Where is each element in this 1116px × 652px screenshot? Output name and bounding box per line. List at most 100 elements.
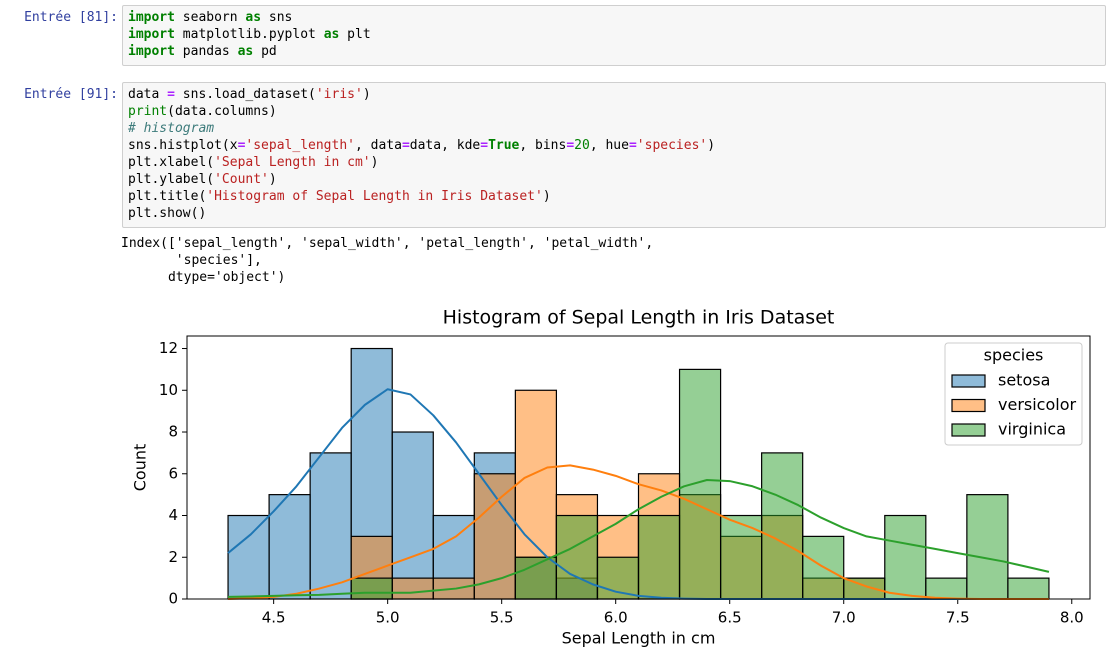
y-axis-label: Count — [131, 444, 150, 492]
code-token: = — [167, 87, 175, 102]
code-token: sns — [261, 10, 293, 25]
cell-prompt: Entrée [91]: — [24, 87, 118, 102]
y-tick-label: 6 — [168, 464, 178, 482]
histogram-bar — [309, 452, 352, 600]
code-token: , data — [354, 138, 402, 153]
y-tick-label: 8 — [168, 423, 178, 441]
kde-line — [227, 464, 1049, 600]
x-tick-label: 5.5 — [490, 609, 514, 627]
code-token: import — [128, 10, 175, 25]
histogram-bar — [555, 514, 599, 600]
code-line: sns.histplot(x='sepal_length', data=data… — [128, 137, 1100, 154]
code-token: 'Histogram of Sepal Length in Iris Datas… — [206, 189, 543, 204]
code-token: = — [628, 138, 637, 153]
code-token: ) — [268, 172, 277, 187]
code-token: pandas — [174, 44, 238, 59]
code-token: (data.columns) — [167, 104, 277, 119]
code-line: plt.xlabel('Sepal Length in cm') — [128, 154, 1100, 171]
code-token: True — [488, 138, 520, 153]
code-line: import matplotlib.pyplot as plt — [128, 26, 1100, 43]
x-tick-label: 8.0 — [1060, 609, 1084, 627]
histogram-bar — [1007, 577, 1050, 600]
histogram-bar — [925, 577, 968, 600]
legend-label: setosa — [998, 371, 1050, 390]
histogram-bar — [637, 514, 681, 600]
y-tick-label: 10 — [159, 381, 178, 399]
x-tick-label: 6.5 — [718, 609, 742, 627]
code-token: print — [128, 104, 168, 119]
code-cell: import seaborn as sns import matplotlib.p… — [122, 5, 1106, 66]
y-tick-label: 12 — [159, 339, 178, 357]
code-token: , hue — [589, 138, 629, 153]
legend-swatch — [951, 423, 986, 437]
code-token: data, kde — [409, 138, 481, 153]
code-token: = — [566, 138, 575, 153]
code-token: sns.load_dataset( — [174, 87, 316, 102]
kde-line — [228, 479, 1050, 598]
legend: species setosa versicolor virginica — [944, 342, 1083, 446]
output-line: 'species'], — [121, 253, 262, 268]
code-token: 'iris' — [315, 87, 363, 102]
code-token: 'sepal_length' — [245, 138, 355, 153]
code-token: as — [245, 10, 262, 25]
cell-prompt: Entrée [81]: — [24, 10, 118, 25]
code-token: seaborn — [174, 10, 246, 25]
y-tick-label: 0 — [168, 590, 178, 608]
code-line: import pandas as pd — [128, 43, 1100, 60]
code-token: # histogram — [128, 121, 215, 136]
histogram-bar — [227, 514, 270, 600]
code-token: = — [401, 138, 410, 153]
legend-box — [944, 342, 1083, 446]
code-token: sns.histplot(x — [128, 138, 238, 153]
chart-title: Histogram of Sepal Length in Iris Datase… — [443, 307, 835, 329]
code-token: , bins — [519, 138, 567, 153]
legend-swatch — [951, 374, 986, 388]
histogram-bar — [350, 577, 393, 600]
x-tick-label: 7.5 — [946, 609, 970, 627]
code-line: plt.show() — [128, 205, 1100, 222]
histogram-bar — [391, 431, 434, 600]
x-tick-label: 4.5 — [262, 609, 286, 627]
legend-swatch — [951, 398, 986, 413]
code-token: = — [237, 138, 246, 153]
code-line: print(data.columns) — [128, 103, 1100, 120]
x-tick-label: 7.0 — [832, 609, 856, 627]
code-token: ) — [370, 155, 379, 170]
code-token: data — [128, 87, 168, 102]
histogram-bar — [966, 494, 1009, 600]
y-tick-label: 2 — [168, 548, 178, 566]
histogram-bar — [514, 556, 558, 600]
code-line: plt.ylabel('Count') — [128, 171, 1100, 188]
code-token: plt — [339, 27, 371, 42]
legend-label: versicolor — [998, 395, 1076, 414]
code-token: 20 — [574, 138, 590, 153]
histogram-bar — [761, 452, 804, 600]
output-line: dtype='object') — [121, 270, 286, 285]
code-token: plt.ylabel( — [128, 172, 215, 187]
x-tick-label: 6.0 — [604, 609, 628, 627]
code-line: import seaborn as sns — [128, 9, 1100, 26]
code-line: plt.title('Histogram of Sepal Length in … — [128, 188, 1100, 205]
x-axis-label: Sepal Length in cm — [562, 629, 716, 648]
code-token: plt.title( — [128, 189, 207, 204]
code-token: 'species' — [636, 138, 708, 153]
plot-frame — [186, 335, 1091, 600]
x-tick-label: 5.0 — [376, 609, 400, 627]
code-token: pd — [253, 44, 277, 59]
code-token: plt.show() — [128, 206, 207, 221]
code-token: matplotlib.pyplot — [174, 27, 324, 42]
code-line: # histogram — [128, 120, 1100, 137]
code-token: ) — [362, 87, 371, 102]
code-token: plt.xlabel( — [128, 155, 215, 170]
code-token: 'Sepal Length in cm' — [214, 155, 371, 170]
cell-output: Index(['sepal_length', 'sepal_width', 'p… — [121, 235, 653, 286]
legend-label: virginica — [998, 420, 1066, 439]
code-token: as — [237, 44, 254, 59]
code-token: as — [323, 27, 340, 42]
code-token: import — [128, 44, 175, 59]
histogram-bar — [719, 514, 763, 600]
y-tick-label: 4 — [168, 506, 178, 524]
code-token: = — [480, 138, 489, 153]
